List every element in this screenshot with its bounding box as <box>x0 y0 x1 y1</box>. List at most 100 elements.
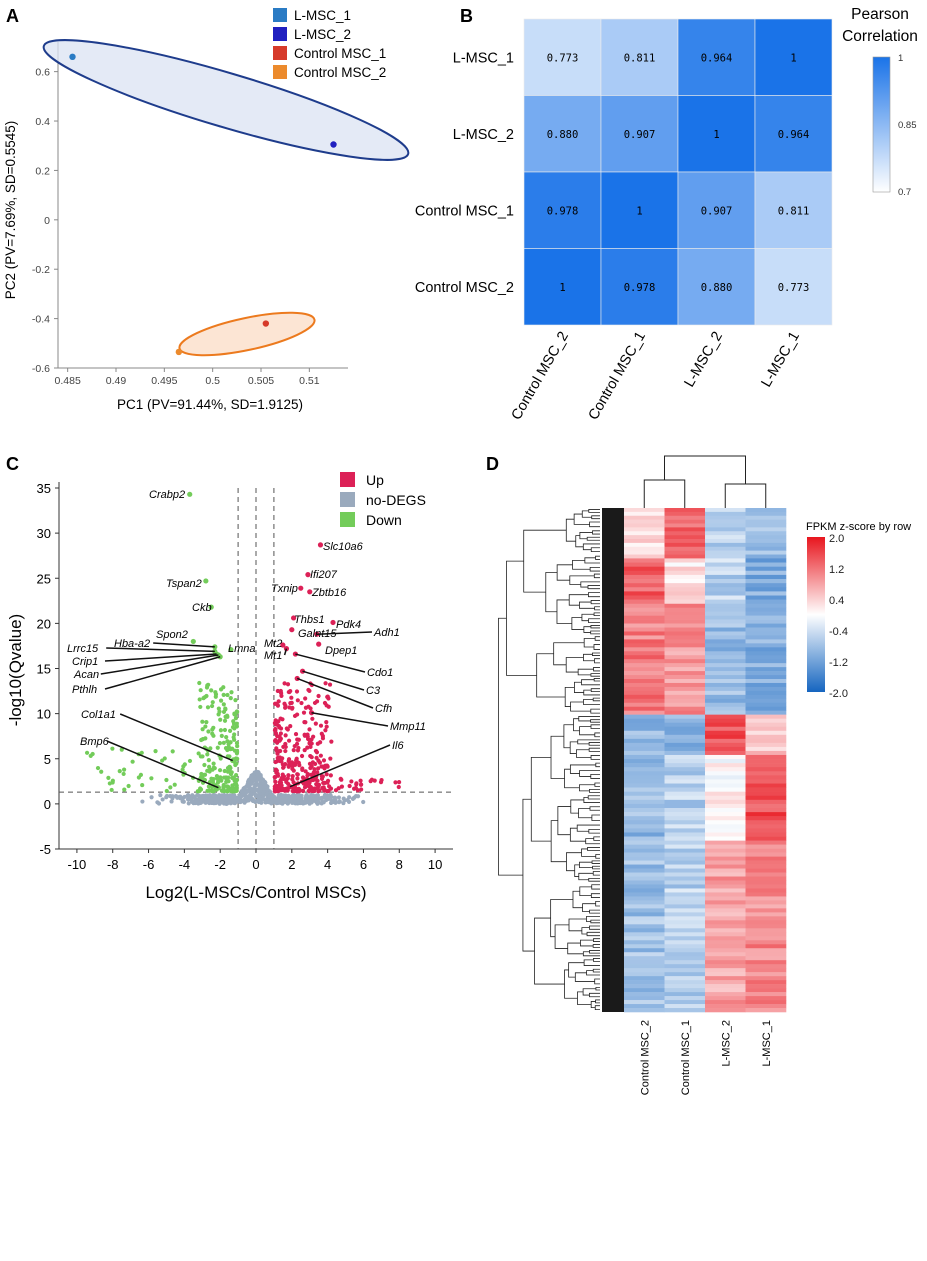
volcano-point-nodeg <box>186 801 191 806</box>
volcano-gene-point-crabp2 <box>187 491 193 497</box>
volcano-point-down <box>117 769 122 774</box>
volcano-point-nodeg <box>328 792 333 798</box>
pca-x-tick-label: 0.49 <box>106 375 127 387</box>
pca-x-tick-label: 0.495 <box>151 375 177 387</box>
row-dendrogram-branch <box>577 739 600 745</box>
expression-heatmap-cell <box>664 795 706 801</box>
volcano-point-down <box>221 787 226 792</box>
volcano-gene-label-crabp2: Crabp2 <box>149 489 185 501</box>
volcano-point-down <box>198 688 203 693</box>
volcano-point-up <box>293 731 299 737</box>
volcano-point-up <box>290 773 295 779</box>
volcano-point-down <box>218 717 223 722</box>
expression-heatmap-cell <box>664 799 706 805</box>
volcano-point-nodeg <box>258 784 263 789</box>
expression-heatmap-cell <box>624 856 665 861</box>
row-dendrogram-branch <box>582 951 600 957</box>
volcano-point-nodeg <box>350 796 356 801</box>
expression-heatmap-cell <box>624 824 665 829</box>
volcano-point-down <box>210 780 216 785</box>
row-dendrogram-branch <box>593 667 600 672</box>
expression-heatmap-cell <box>705 836 746 841</box>
expression-heatmap-cell <box>705 868 746 873</box>
volcano-point-down <box>225 692 230 698</box>
volcano-y-label: -log10(Qvalue) <box>6 614 25 726</box>
expression-heatmap-cell <box>705 519 746 524</box>
volcano-gene-point-adh1 <box>314 631 320 637</box>
expression-heatmap-cell <box>705 791 746 797</box>
expression-heatmap-cell <box>624 583 665 588</box>
expression-heatmap-cell <box>705 599 746 605</box>
volcano-point-down <box>218 687 224 692</box>
volcano-point-nodeg <box>202 793 207 799</box>
row-dendrogram-branch <box>554 924 570 949</box>
row-dendrogram-branch <box>545 572 558 613</box>
expression-heatmap-cell <box>705 840 746 845</box>
expression-heatmap-cell <box>705 706 746 711</box>
row-dendrogram-branch <box>553 642 585 666</box>
pca-y-tick-label: -0.4 <box>32 314 50 326</box>
volcano-point-down <box>235 744 240 749</box>
volcano-point-up <box>320 736 326 741</box>
volcano-point-nodeg <box>249 773 254 778</box>
row-dendrogram-branch <box>581 679 600 686</box>
correlation-col-label-control-msc-1: Control MSC_1 <box>586 329 649 423</box>
volcano-point-up <box>283 748 288 754</box>
volcano-point-down <box>162 756 167 761</box>
expression-heatmap-cell <box>664 964 706 969</box>
volcano-point-up <box>302 747 307 753</box>
row-dendrogram-branch <box>569 575 595 585</box>
expression-heatmap-cell <box>705 595 746 600</box>
volcano-point-down <box>218 698 224 703</box>
row-dendrogram-branch <box>583 638 596 648</box>
expression-heatmap-cell <box>624 550 665 555</box>
expression-heatmap-cell <box>705 607 746 612</box>
pca-x-tick-label: 0.485 <box>55 375 81 387</box>
volcano-point-up <box>294 741 300 746</box>
volcano-gene-label-pthlh: Pthlh <box>72 684 97 696</box>
volcano-point-up <box>304 781 309 786</box>
volcano-point-nodeg <box>256 770 261 775</box>
expression-heatmap-cell <box>664 916 706 921</box>
row-dendrogram-branch <box>570 701 591 712</box>
row-dendrogram-branch <box>581 613 595 622</box>
expression-heatmap-cell <box>664 570 706 576</box>
row-dendrogram-branch <box>593 644 600 650</box>
volcano-gene-label-adh1: Adh1 <box>373 627 400 639</box>
volcano-x-tick-label: 4 <box>324 857 331 872</box>
expression-col-label-l-msc-2: L-MSC_2 <box>720 1020 732 1066</box>
expression-heatmap-cell <box>664 944 706 949</box>
expression-heatmap-cell <box>705 682 746 688</box>
volcano-point-up <box>313 721 318 726</box>
volcano-gene-leader-il6 <box>289 744 391 788</box>
expression-heatmap-cell <box>664 523 706 528</box>
volcano-point-down <box>228 747 233 752</box>
volcano-point-nodeg <box>164 795 169 800</box>
expression-heatmap-cell <box>745 635 787 640</box>
correlation-colorbar-tick: 1 <box>898 53 903 64</box>
fpkm-colorbar-tick: -1.2 <box>829 657 848 669</box>
volcano-point-down <box>229 690 234 695</box>
expression-heatmap-cell <box>664 579 706 584</box>
row-dendrogram-branch <box>595 999 600 1004</box>
volcano-point-down <box>221 782 226 788</box>
volcano-point-up <box>300 767 305 773</box>
volcano-point-up <box>289 700 294 705</box>
row-dendrogram-branch <box>589 521 600 528</box>
expression-heatmap-cell <box>705 587 746 592</box>
volcano-point-down <box>122 767 127 772</box>
volcano-point-down <box>201 696 206 701</box>
pca-x-tick-label: 0.51 <box>299 375 320 387</box>
expression-heatmap-cell <box>624 742 665 748</box>
expression-heatmap-cell <box>705 726 746 732</box>
volcano-point-down <box>202 772 208 777</box>
volcano-point-nodeg <box>319 801 324 806</box>
expression-heatmap-cell <box>745 574 787 580</box>
volcano-gene-point-thbs1 <box>291 615 297 621</box>
row-dendrogram-branch <box>585 838 600 845</box>
volcano-gene-label-thbs1: Thbs1 <box>294 614 325 626</box>
expression-heatmap-cell <box>664 607 706 612</box>
expression-heatmap-cell <box>664 655 706 660</box>
volcano-point-up <box>316 766 321 771</box>
volcano-gene-label-cfh: Cfh <box>375 703 392 715</box>
